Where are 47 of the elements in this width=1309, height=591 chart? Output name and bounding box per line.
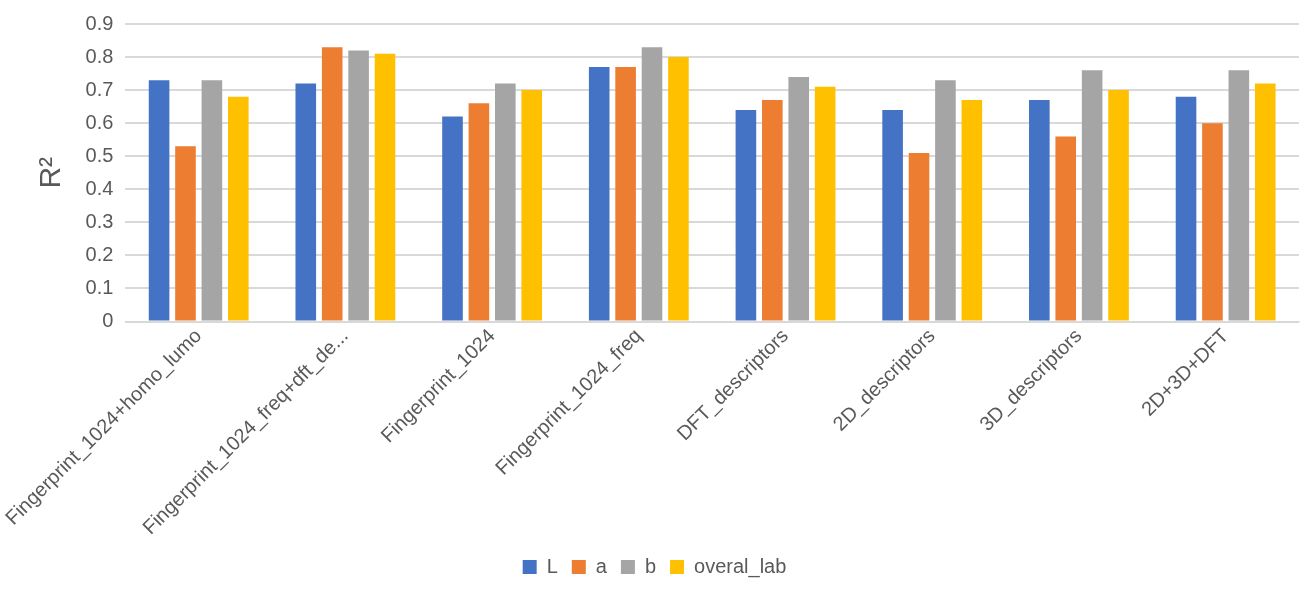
bar [442, 116, 463, 321]
legend-label: a [595, 554, 608, 577]
bar [1029, 100, 1050, 321]
bar [1254, 83, 1276, 321]
y-tick-label: 0.5 [85, 143, 114, 166]
bar [348, 50, 369, 321]
bar [374, 53, 396, 321]
legend-label: L [546, 554, 558, 577]
bar [1175, 96, 1197, 321]
bar [1055, 136, 1077, 321]
y-tick-label: 0.6 [85, 110, 114, 133]
bar [201, 80, 223, 321]
bar [908, 152, 930, 321]
bar [588, 66, 610, 321]
bar [668, 57, 689, 321]
legend-label: b [644, 554, 657, 577]
bar [321, 47, 343, 321]
y-tick-label: 0.8 [85, 44, 114, 67]
y-axis-title: R² [32, 156, 66, 189]
bar [641, 47, 663, 321]
y-tick-label: 0.1 [85, 275, 114, 298]
y-tick-label: 0.2 [85, 242, 114, 265]
bar [295, 83, 317, 321]
bar [175, 146, 196, 321]
bar [1081, 70, 1103, 321]
bar [1108, 90, 1129, 321]
bar [1202, 123, 1223, 321]
bar [615, 66, 636, 321]
bar [788, 76, 810, 321]
bar [961, 100, 983, 321]
y-tick-label: 0.4 [85, 176, 114, 199]
bar [228, 96, 249, 321]
bar [495, 83, 516, 321]
bar [1228, 70, 1250, 321]
y-tick-label: 0.9 [85, 11, 114, 34]
bar [148, 80, 170, 321]
bar [935, 80, 956, 321]
legend-label: overal_lab [694, 554, 787, 578]
y-tick-label: 0.7 [85, 77, 114, 100]
bar [468, 103, 490, 321]
y-tick-label: 0.3 [85, 209, 114, 232]
bar [882, 109, 903, 321]
bar [762, 100, 783, 321]
y-tick-label: 0 [102, 309, 114, 332]
bar [814, 86, 836, 321]
bar [521, 90, 543, 321]
bar [735, 109, 757, 321]
